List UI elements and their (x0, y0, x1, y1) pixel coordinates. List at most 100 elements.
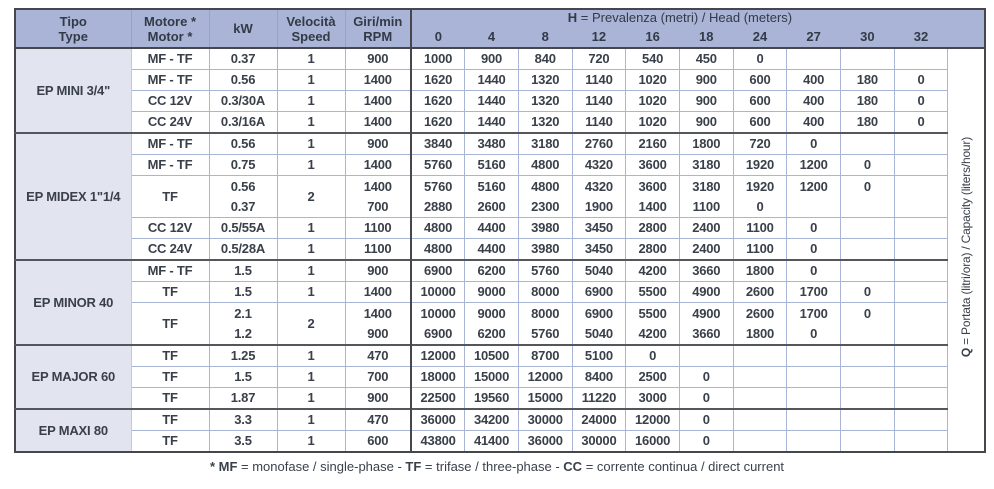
speed-cell: 1 (276, 344, 345, 367)
capacity-value-cell: 1800 (678, 132, 734, 155)
kw-cell: 1.5 (208, 281, 277, 303)
capacity-value-cell: 4320 1900 (571, 175, 626, 218)
capacity-value-cell (893, 281, 948, 303)
table-row: EP MINI 3/4" MF - TF 0.37 1 900 1000 900 840 720… (15, 47, 985, 452)
motor-type-cell: CC 12V (130, 217, 209, 239)
capacity-value-cell: 3660 (678, 259, 734, 282)
capacity-value-cell: 0 (840, 175, 895, 218)
speed-cell: 1 (276, 408, 345, 431)
capacity-value-cell: 2160 (625, 132, 680, 155)
kw-cell: 0.3/16A (208, 111, 277, 133)
motor-type-cell: CC 24V (130, 111, 209, 133)
capacity-value-cell: 1140 (571, 111, 626, 133)
capacity-value-cell (893, 47, 948, 70)
capacity-value-cell: 4200 (625, 259, 680, 282)
capacity-value-cell: 2400 (678, 217, 734, 239)
table-body: EP MINI 3/4" MF - TF 0.37 1 900 1000 900 840 720… (15, 47, 985, 452)
capacity-value-cell (786, 408, 841, 431)
capacity-value-cell: 19560 (464, 387, 519, 409)
capacity-value-cell (786, 387, 841, 409)
capacity-value-cell: 600 (732, 111, 787, 133)
capacity-value-cell (678, 344, 734, 367)
head-tick-32: 32 (894, 25, 948, 49)
table-row: EP MAXI 80 TF 3.3 1 470 36000 34200 30000 24000 1… (15, 408, 985, 452)
capacity-value-cell: 0 (678, 408, 734, 431)
speed-cell: 1 (276, 430, 345, 452)
kw-cell: 0.37 (208, 47, 277, 70)
capacity-value-cell: 10500 (464, 344, 519, 367)
capacity-value-cell: 8400 (571, 366, 626, 388)
capacity-value-cell: 1620 (410, 111, 465, 133)
capacity-value-cell: 1620 (410, 90, 465, 112)
table-row: EP MAJOR 60 TF 1.25 1 470 12000 10500 8700 5100 0 (15, 344, 985, 409)
capacity-axis-label: Q = Portata (litri/ora) / Capacity (lite… (947, 47, 985, 452)
capacity-value-cell: 2500 (625, 366, 680, 388)
rpm-cell: 1400 (344, 281, 411, 303)
rpm-cell: 1400 (344, 90, 411, 112)
rpm-cell: 1400 (344, 111, 411, 133)
capacity-value-cell: 0 (840, 281, 895, 303)
capacity-value-cell: 720 (732, 132, 787, 155)
capacity-value-cell: 1000 (410, 47, 465, 70)
capacity-value-cell: 12000 (517, 366, 573, 388)
capacity-value-cell: 1020 (625, 69, 680, 91)
capacity-value-cell: 450 (678, 47, 734, 70)
rpm-cell: 900 (344, 259, 411, 282)
capacity-value-cell: 1100 (732, 238, 787, 260)
motor-type-cell: TF (130, 430, 209, 452)
motor-type-cell: TF (130, 175, 209, 218)
footnote-segment: = corrente continua / direct current (582, 459, 785, 474)
capacity-value-cell: 9000 (464, 281, 519, 303)
capacity-value-cell: 0 (786, 238, 841, 260)
capacity-value-cell: 10000 (410, 281, 465, 303)
group-name-cell: EP MINOR 40 (15, 259, 132, 345)
capacity-value-cell: 180 (840, 111, 895, 133)
capacity-value-cell: 900 (678, 69, 734, 91)
head-tick-24: 24 (733, 25, 787, 49)
kw-cell: 0.5/55A (208, 217, 277, 239)
capacity-value-cell: 0 (893, 69, 948, 91)
capacity-value-cell: 3980 (517, 217, 573, 239)
head-tick-12: 12 (572, 25, 626, 49)
capacity-value-cell: 30000 (571, 430, 626, 452)
capacity-value-cell (840, 366, 895, 388)
capacity-value-cell: 3180 1100 (678, 175, 734, 218)
capacity-value-cell (786, 430, 841, 452)
capacity-value-cell: 4400 (464, 217, 519, 239)
table-row: MF - TF 0.75 1 1400 5760 5160 4800 4320 3600 3180… (15, 154, 985, 176)
table-row: EP MIDEX 1"1/4 MF - TF 0.56 1 900 3840 3480 318… (15, 132, 985, 260)
capacity-value-cell: 24000 (571, 408, 626, 431)
capacity-value-cell: 400 (786, 69, 841, 91)
capacity-value-cell: 8000 5760 (517, 302, 573, 345)
kw-cell: 3.5 (208, 430, 277, 452)
capacity-value-cell: 1440 (464, 90, 519, 112)
footnote-segment: TF (405, 459, 422, 474)
footnote-segment: * MF (209, 459, 238, 474)
capacity-value-cell (786, 366, 841, 388)
capacity-value-cell: 5160 (464, 154, 519, 176)
rpm-cell: 600 (344, 430, 411, 452)
column-header-capacity-spacer (947, 9, 985, 49)
capacity-value-cell (840, 132, 895, 155)
capacity-value-cell (893, 302, 948, 345)
group-name-cell: EP MIDEX 1"1/4 (15, 132, 132, 260)
capacity-value-cell: 900 (678, 111, 734, 133)
capacity-value-cell: 0 (786, 132, 841, 155)
column-header-kw: kW (208, 9, 277, 49)
kw-cell: 1.87 (208, 387, 277, 409)
motor-type-cell: TF (130, 302, 209, 345)
capacity-value-cell: 0 (786, 259, 841, 282)
capacity-value-cell: 0 (732, 47, 787, 70)
capacity-value-cell: 4320 (571, 154, 626, 176)
capacity-value-cell: 1100 (732, 217, 787, 239)
capacity-value-cell: 41400 (464, 430, 519, 452)
capacity-value-cell: 3840 (410, 132, 465, 155)
table-row: EP MINOR 40 MF - TF 1.5 1 900 6900 6200 5760 504… (15, 259, 985, 345)
capacity-value-cell: 3450 (571, 238, 626, 260)
footnote: * MF = monofase / single-phase - TF = tr… (0, 459, 994, 474)
rpm-cell: 470 (344, 344, 411, 367)
rpm-cell: 1400 (344, 69, 411, 91)
footnote-segment: = trifase / three-phase - (421, 459, 564, 474)
speed-cell: 1 (276, 111, 345, 133)
capacity-value-cell: 9000 6200 (464, 302, 519, 345)
